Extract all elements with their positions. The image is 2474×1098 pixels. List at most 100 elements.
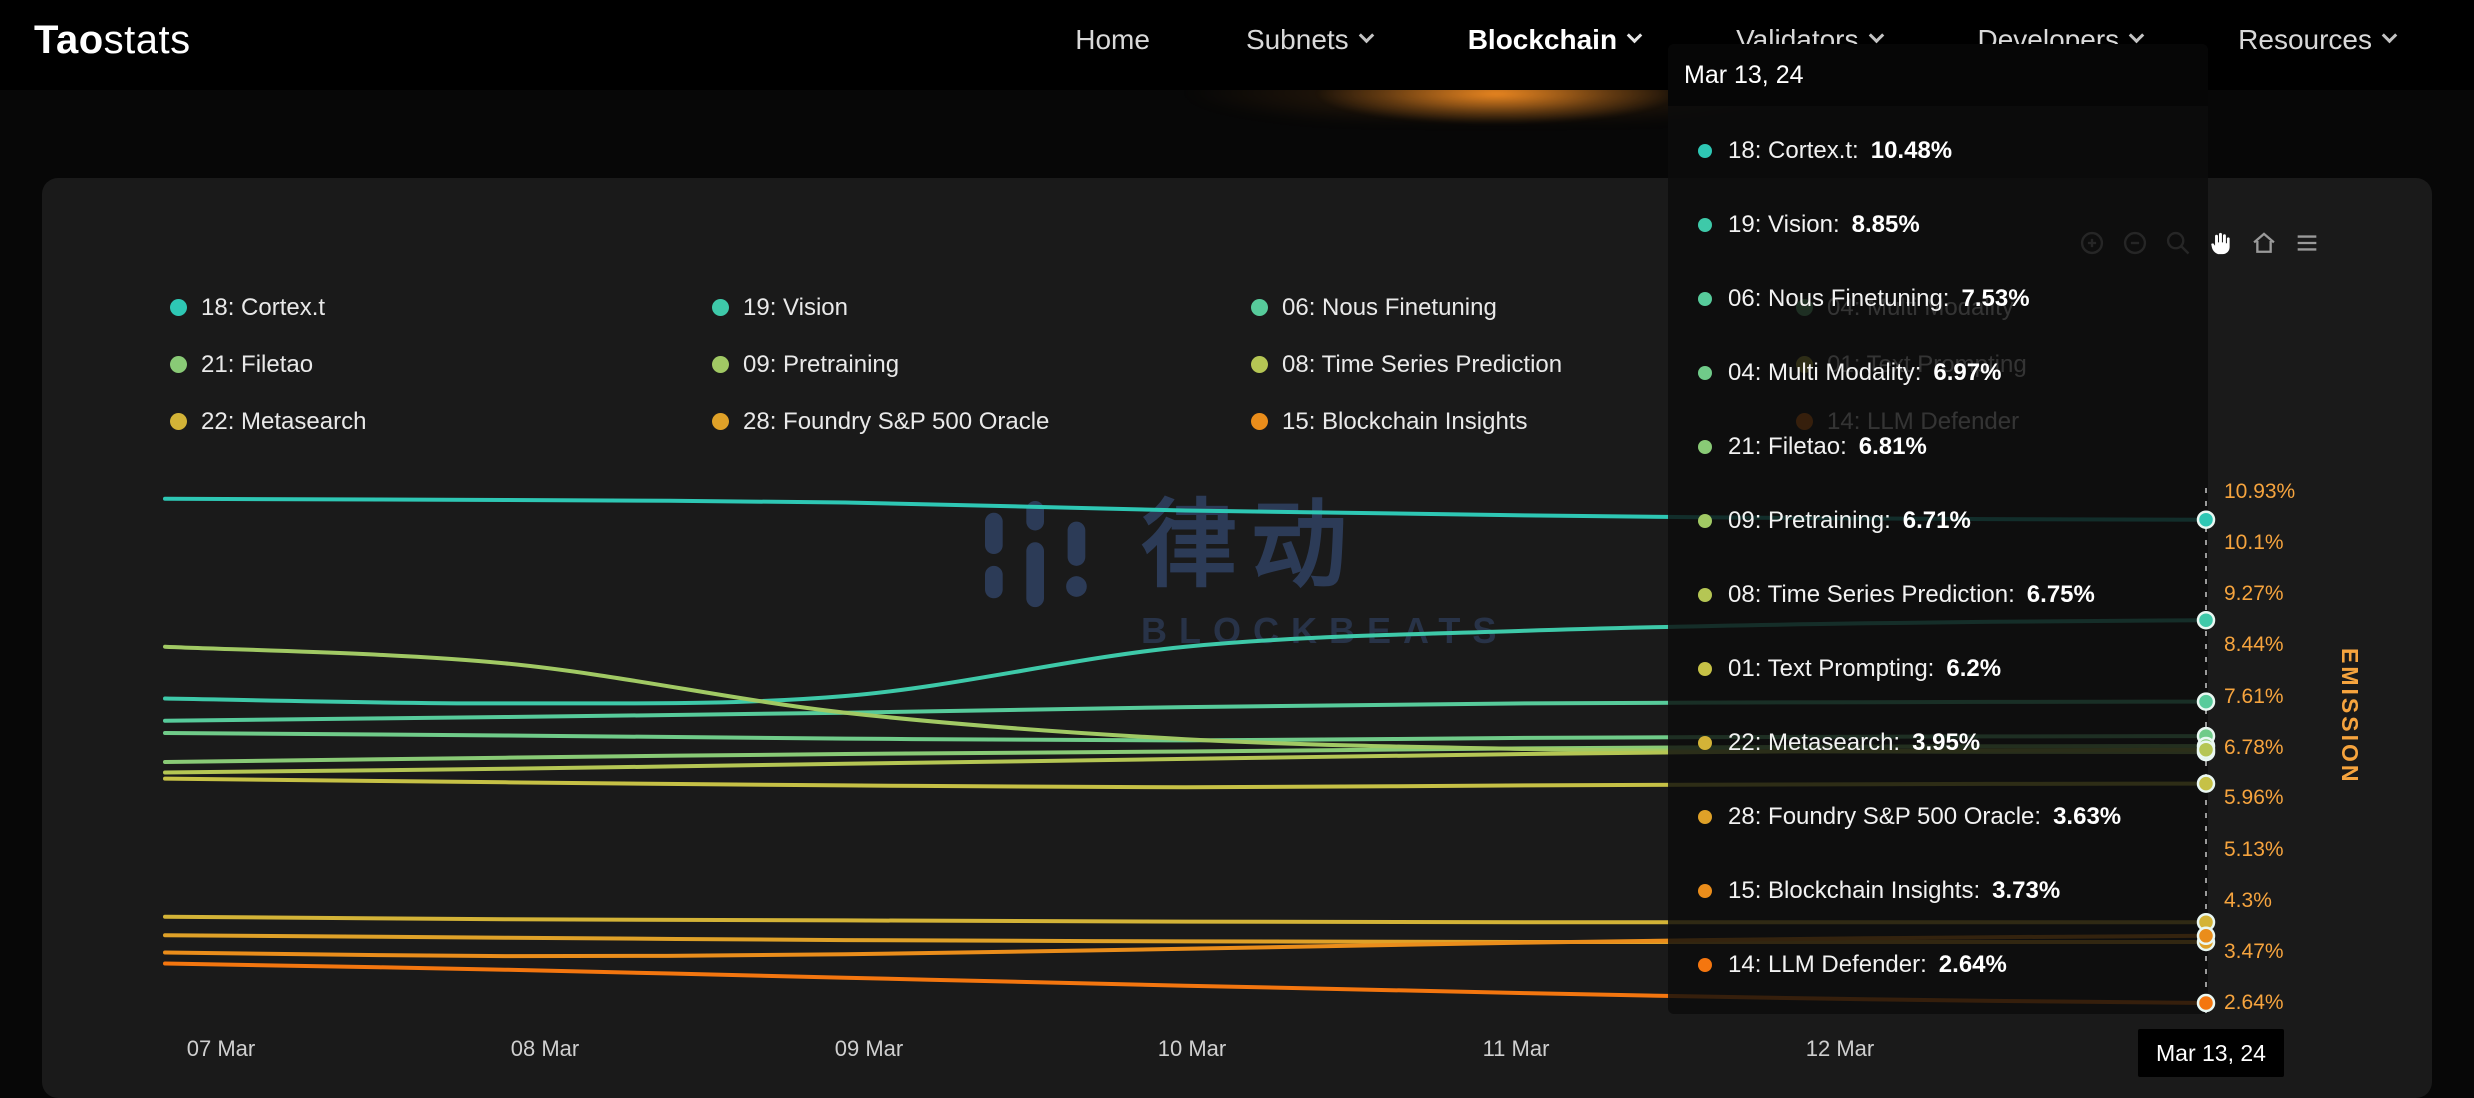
tooltip-value: 2.64%	[1938, 951, 2007, 978]
legend-dot-icon	[1251, 356, 1268, 373]
menu-icon[interactable]	[2293, 229, 2321, 257]
legend-item[interactable]: 09: Pretraining	[712, 351, 1251, 379]
tooltip-dot-icon	[1698, 440, 1712, 454]
tooltip-dot-icon	[1698, 292, 1712, 306]
tooltip-value: 3.63%	[2053, 803, 2122, 830]
tooltip-label: 19: Vision:	[1728, 211, 1840, 238]
legend-label: 15: Blockchain Insights	[1282, 407, 1528, 435]
legend-item[interactable]: 15: Blockchain Insights	[1251, 408, 1796, 436]
tooltip-dot-icon	[1698, 366, 1712, 380]
legend-item[interactable]: 28: Foundry S&P 500 Oracle	[712, 408, 1251, 436]
legend-dot-icon	[712, 356, 729, 373]
tooltip-row: 08: Time Series Prediction: 6.75%	[1668, 558, 2208, 632]
legend-item[interactable]: 18: Cortex.t	[170, 294, 712, 322]
brand-logo-bold: Tao	[34, 18, 104, 62]
tooltip-value: 6.75%	[2026, 581, 2095, 608]
legend-label: 22: Metasearch	[201, 407, 367, 435]
legend-dot-icon	[712, 413, 729, 430]
tooltip-row: 09: Pretraining: 6.71%	[1668, 484, 2208, 558]
tooltip-value: 7.53%	[1961, 285, 2030, 312]
pan-icon[interactable]	[2207, 229, 2235, 257]
legend-item[interactable]: 21: Filetao	[170, 351, 712, 379]
tooltip-label: 04: Multi Modality:	[1728, 359, 1922, 386]
tooltip-row: 01: Text Prompting: 6.2%	[1668, 632, 2208, 706]
legend-dot-icon	[170, 356, 187, 373]
tooltip-row: 04: Multi Modality: 6.97%	[1668, 336, 2208, 410]
tooltip-value: 6.2%	[1946, 655, 2002, 682]
legend-item[interactable]: 22: Metasearch	[170, 408, 712, 436]
nav-item-label: Home	[1075, 24, 1150, 55]
tooltip-value: 3.73%	[1992, 877, 2061, 904]
tooltip-row: 19: Vision: 8.85%	[1668, 188, 2208, 262]
tooltip-label: 14: LLM Defender:	[1728, 951, 1927, 978]
tooltip-dot-icon	[1698, 514, 1712, 528]
legend-dot-icon	[1251, 413, 1268, 430]
tooltip-label: 28: Foundry S&P 500 Oracle:	[1728, 803, 2042, 830]
tooltip-value: 6.81%	[1858, 433, 1927, 460]
legend-dot-icon	[170, 299, 187, 316]
legend-label: 28: Foundry S&P 500 Oracle	[743, 407, 1050, 435]
tooltip-row: 14: LLM Defender: 2.64%	[1668, 928, 2208, 1002]
tooltip-value: 6.97%	[1933, 359, 2002, 386]
nav-item-blockchain[interactable]: Blockchain	[1467, 24, 1643, 56]
tooltip-label: 18: Cortex.t:	[1728, 137, 1859, 164]
legend-label: 08: Time Series Prediction	[1282, 350, 1563, 378]
legend-item[interactable]: 06: Nous Finetuning	[1251, 294, 1796, 322]
tooltip-label: 09: Pretraining:	[1728, 507, 1891, 534]
nav-items: Home Subnets Blockchain Validators Developer…	[1075, 0, 2398, 80]
tooltip-label: 15: Blockchain Insights:	[1728, 877, 1981, 904]
tooltip-value: 8.85%	[1851, 211, 1920, 238]
nav-item-resources[interactable]: Resources	[2238, 24, 2398, 56]
tooltip-date: Mar 13, 24	[1668, 44, 2208, 106]
legend-label: 18: Cortex.t	[201, 293, 326, 321]
legend-label: 06: Nous Finetuning	[1282, 293, 1497, 321]
tooltip-row: 15: Blockchain Insights: 3.73%	[1668, 854, 2208, 928]
legend-dot-icon	[1251, 299, 1268, 316]
tooltip-dot-icon	[1698, 588, 1712, 602]
legend-label: 21: Filetao	[201, 350, 314, 378]
tooltip-rows: 18: Cortex.t: 10.48% 19: Vision: 8.85% 06: N…	[1668, 106, 2208, 1002]
legend-dot-icon	[712, 299, 729, 316]
nav-item-label: Subnets	[1245, 24, 1349, 55]
tooltip-label: 08: Time Series Prediction:	[1728, 581, 2015, 608]
tooltip-label: 06: Nous Finetuning:	[1728, 285, 1950, 312]
legend-item[interactable]: 19: Vision	[712, 294, 1251, 322]
chevron-down-icon	[1868, 27, 1884, 44]
tooltip-row: 28: Foundry S&P 500 Oracle: 3.63%	[1668, 780, 2208, 854]
chart-tooltip: Mar 13, 24 18: Cortex.t: 10.48% 19: Vision…	[1668, 44, 2208, 1014]
tooltip-label: 01: Text Prompting:	[1728, 655, 1935, 682]
tooltip-dot-icon	[1698, 218, 1712, 232]
tooltip-dot-icon	[1698, 958, 1712, 972]
nav-item-home[interactable]: Home	[1075, 24, 1150, 56]
chevron-down-icon	[2381, 27, 2398, 44]
tooltip-value: 10.48%	[1870, 137, 1953, 164]
chevron-down-icon	[1626, 27, 1643, 44]
brand-logo-light: stats	[103, 18, 191, 62]
tooltip-label: 21: Filetao:	[1728, 433, 1847, 460]
tooltip-row: 06: Nous Finetuning: 7.53%	[1668, 262, 2208, 336]
tooltip-dot-icon	[1698, 810, 1712, 824]
nav-item-label: Blockchain	[1467, 24, 1618, 55]
crosshair-x-label: Mar 13, 24	[2138, 1029, 2284, 1077]
tooltip-row: 18: Cortex.t: 10.48%	[1668, 114, 2208, 188]
tooltip-value: 3.95%	[1912, 729, 1981, 756]
tooltip-dot-icon	[1698, 144, 1712, 158]
tooltip-label: 22: Metasearch:	[1728, 729, 1901, 756]
y-axis-title: EMISSION	[2337, 648, 2363, 785]
tooltip-row: 22: Metasearch: 3.95%	[1668, 706, 2208, 780]
legend-label: 19: Vision	[743, 293, 848, 321]
reset-home-icon[interactable]	[2250, 229, 2278, 257]
nav-item-label: Resources	[2238, 24, 2372, 55]
tooltip-value: 6.71%	[1902, 507, 1971, 534]
tooltip-dot-icon	[1698, 662, 1712, 676]
brand-logo[interactable]: Taostats	[34, 18, 191, 63]
chevron-down-icon	[1358, 27, 1374, 44]
tooltip-row: 21: Filetao: 6.81%	[1668, 410, 2208, 484]
legend-item[interactable]: 08: Time Series Prediction	[1251, 351, 1796, 379]
legend-dot-icon	[170, 413, 187, 430]
tooltip-dot-icon	[1698, 884, 1712, 898]
tooltip-dot-icon	[1698, 736, 1712, 750]
nav-item-subnets[interactable]: Subnets	[1245, 24, 1374, 56]
legend-label: 09: Pretraining	[743, 350, 900, 378]
